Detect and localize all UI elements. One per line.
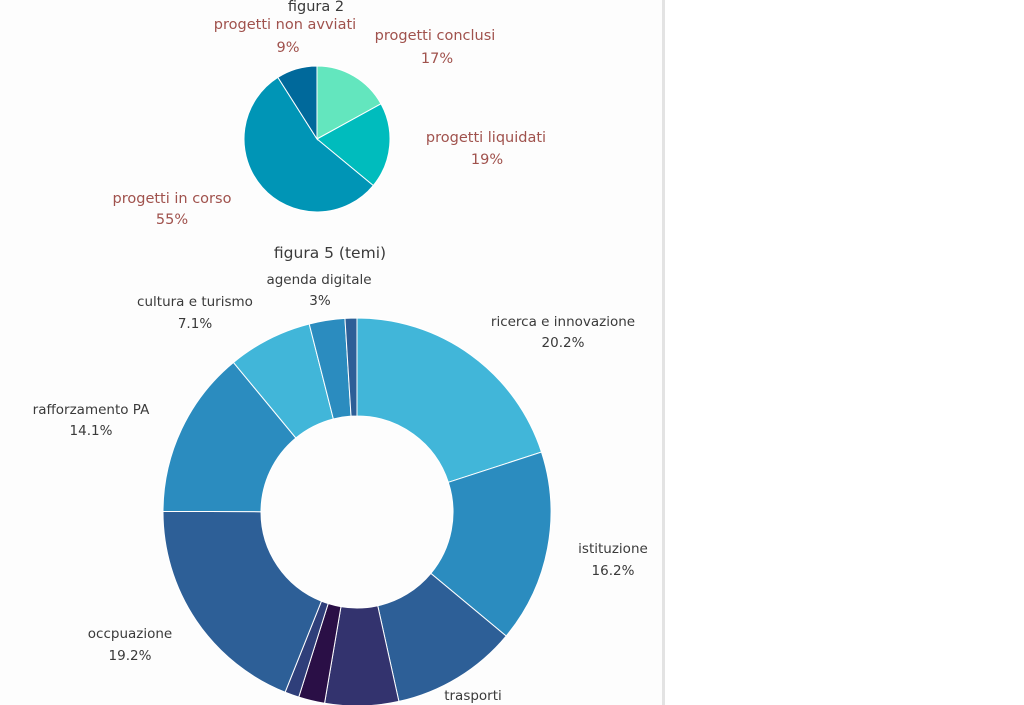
- pie1-label-non-avviati: progetti non avviati: [214, 17, 356, 33]
- pie1-pct-non-avviati: 9%: [276, 40, 299, 56]
- figura-2-pie: [243, 65, 391, 213]
- donut-label-occpuazione: occpuazione: [88, 626, 172, 642]
- donut-pct-occpuazione: 19.2%: [109, 648, 152, 664]
- donut-label-cultura: cultura e turismo: [137, 294, 253, 310]
- donut-pct-ricerca: 20.2%: [542, 335, 585, 351]
- pie1-pct-liquidati: 19%: [471, 152, 503, 168]
- panel-divider[interactable]: [662, 0, 665, 705]
- donut-slice-6[interactable]: [162, 510, 323, 693]
- pie1-label-liquidati: progetti liquidati: [426, 130, 546, 146]
- donut-pct-cultura: 7.1%: [178, 316, 212, 332]
- pie1-pct-conclusi: 17%: [421, 51, 453, 67]
- donut-label-rafforzamento: rafforzamento PA: [33, 402, 150, 418]
- pie1-label-conclusi: progetti conclusi: [375, 28, 496, 44]
- donut-slice-1[interactable]: [430, 451, 552, 637]
- pie1-slice-1[interactable]: [316, 103, 391, 187]
- empty-panel: [665, 0, 1024, 705]
- donut-label-agenda: agenda digitale: [266, 272, 371, 288]
- pie1-slice-0[interactable]: [316, 65, 382, 140]
- donut-slice-0[interactable]: [356, 317, 543, 483]
- figura-2-title: figura 2: [288, 0, 344, 15]
- pie1-slice-2[interactable]: [243, 76, 374, 213]
- pie1-label-in-corso: progetti in corso: [113, 191, 232, 207]
- donut-label-trasporti: trasporti: [444, 688, 502, 704]
- donut-label-ricerca: ricerca e innovazione: [491, 314, 635, 330]
- donut-pct-rafforzamento: 14.1%: [70, 423, 113, 439]
- donut-label-istituzione: istituzione: [578, 541, 648, 557]
- donut-pct-agenda: 3%: [309, 293, 331, 309]
- pie1-slice-3[interactable]: [277, 65, 318, 141]
- figura-5-donut: [162, 317, 552, 705]
- donut-pct-istituzione: 16.2%: [592, 563, 635, 579]
- figura-5-title: figura 5 (temi): [274, 244, 386, 262]
- pie1-pct-in-corso: 55%: [156, 212, 188, 228]
- donut-slice-10[interactable]: [344, 317, 358, 417]
